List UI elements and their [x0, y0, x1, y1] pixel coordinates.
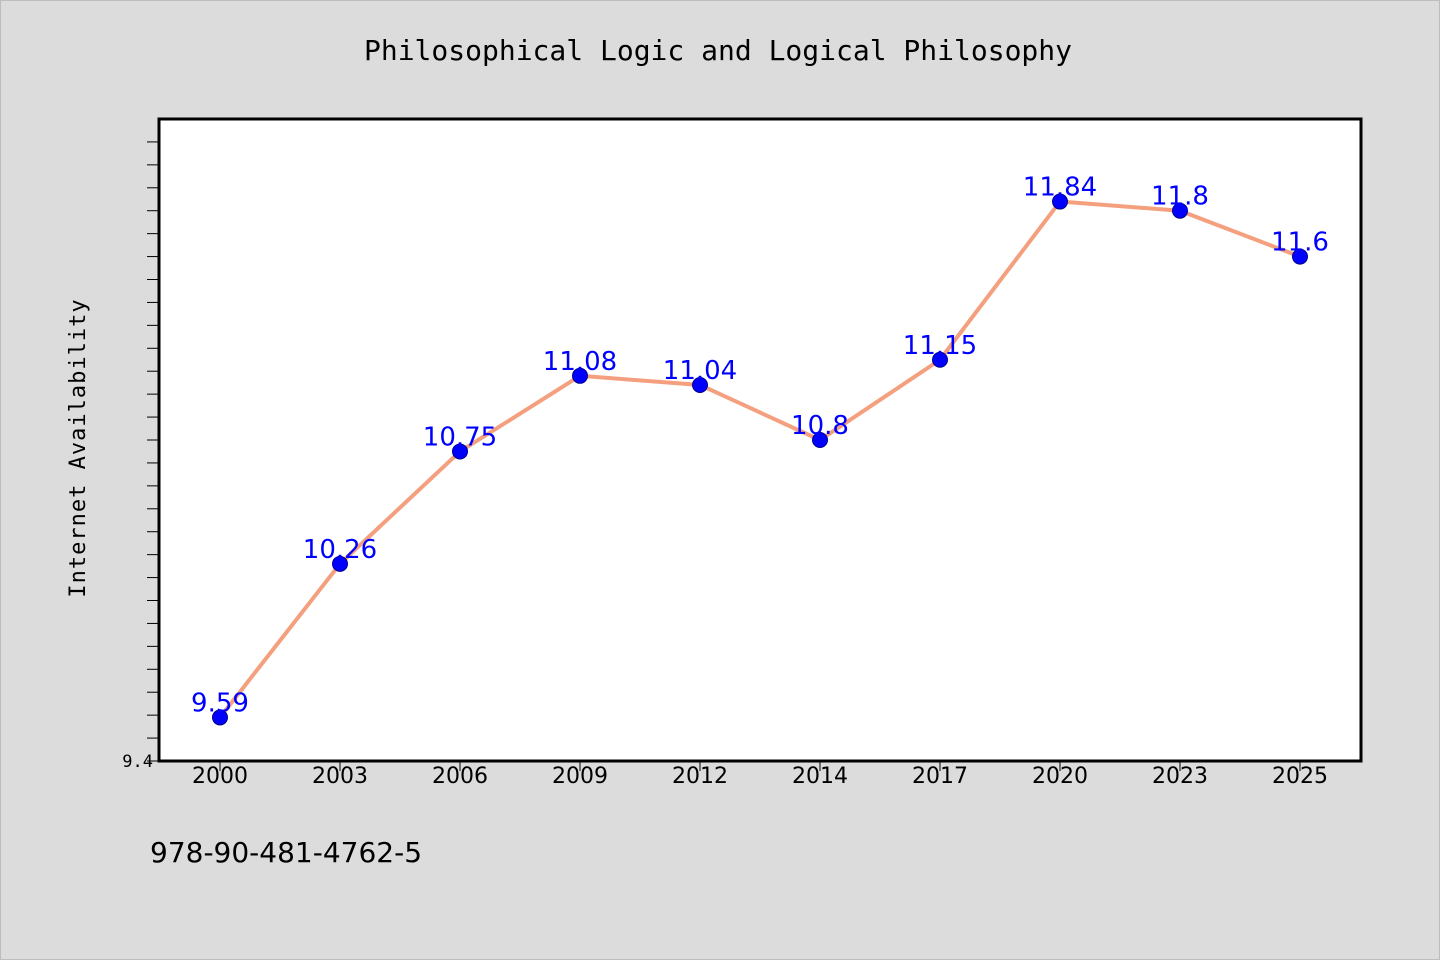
y-axis-label: Internet Availability: [66, 298, 91, 597]
x-tick-label: 2006: [432, 764, 488, 789]
x-tick-label: 2009: [552, 764, 608, 789]
data-label: 11.15: [903, 331, 977, 361]
y-tick-label: 9.4: [122, 752, 153, 772]
data-point-marker: [812, 432, 828, 448]
data-point-marker: [932, 351, 948, 368]
x-tick-label: 2020: [1032, 764, 1088, 789]
data-labels: 9.59 10.26 10.75 11.08 11.04 10.8 11.15 11.84 11…: [191, 173, 1329, 719]
plot-area: [157, 117, 1363, 763]
data-point-marker: [1052, 193, 1068, 210]
data-label: 10.8: [791, 411, 849, 441]
data-point-marker: [332, 555, 348, 572]
chart-title: Philosophical Logic and Logical Philosop…: [364, 34, 1072, 67]
data-label: 11.84: [1023, 173, 1097, 203]
x-axis-ticks: 2000 2003 2006 2009 2012 2014 2017 2020 2023 2025: [192, 761, 1328, 789]
data-point-marker: [692, 376, 708, 393]
data-label: 11.8: [1151, 182, 1209, 212]
x-tick-label: 2025: [1272, 764, 1328, 789]
x-tick-label: 2014: [792, 764, 848, 789]
data-label: 11.04: [663, 356, 737, 386]
footnote-isbn: 978-90-481-4762-5: [150, 836, 422, 869]
series-line: [218, 199, 1302, 720]
y-axis-ticks: 9.4: [122, 141, 159, 772]
data-label: 10.75: [423, 422, 497, 452]
data-point-marker: [572, 367, 588, 384]
data-markers: [212, 193, 1308, 726]
data-label: 11.6: [1271, 228, 1329, 258]
data-label: 10.26: [303, 535, 377, 565]
data-label: 11.08: [543, 347, 617, 377]
series-line-group: [218, 199, 1302, 720]
data-point-marker: [452, 443, 468, 460]
x-tick-label: 2023: [1152, 764, 1208, 789]
x-tick-label: 2003: [312, 764, 368, 789]
data-label: 9.59: [191, 688, 249, 718]
data-point-marker: [212, 709, 228, 726]
data-point-marker: [1292, 248, 1308, 265]
data-point-marker: [1172, 202, 1188, 219]
x-tick-label: 2000: [192, 764, 248, 789]
x-tick-label: 2017: [912, 764, 968, 789]
x-tick-label: 2012: [672, 764, 728, 789]
